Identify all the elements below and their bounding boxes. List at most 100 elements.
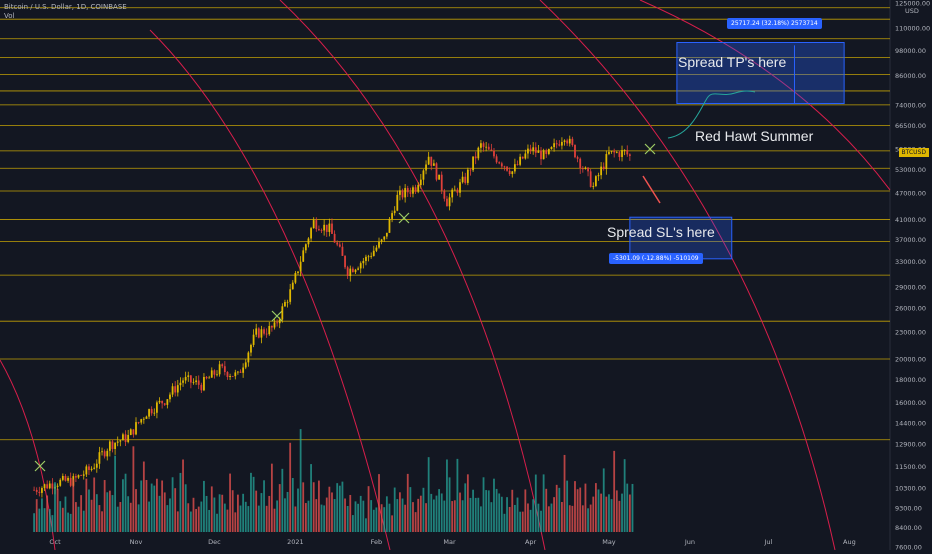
candle-body bbox=[485, 146, 488, 148]
candle-body bbox=[304, 244, 307, 251]
y-tick-label: 10300.00 bbox=[895, 484, 926, 492]
candle-body bbox=[111, 441, 114, 449]
volume-bar bbox=[64, 496, 67, 532]
volume-bar bbox=[218, 494, 221, 532]
volume-bar bbox=[242, 493, 245, 532]
candle-body bbox=[338, 244, 341, 247]
volume-bar bbox=[417, 498, 420, 532]
volume-bar bbox=[156, 478, 158, 532]
candle-body bbox=[140, 419, 143, 423]
x-tick-label: Oct bbox=[49, 538, 61, 546]
candle-body bbox=[210, 370, 213, 378]
volume-bar bbox=[106, 492, 109, 532]
candle-body bbox=[561, 141, 563, 146]
candle-body bbox=[610, 150, 613, 152]
volume-bar bbox=[561, 501, 563, 532]
candle-body bbox=[412, 187, 414, 194]
volume-bar bbox=[540, 510, 542, 532]
candle-body bbox=[255, 328, 258, 335]
volume-bar bbox=[203, 480, 205, 532]
candle-body bbox=[409, 192, 412, 194]
candle-body bbox=[558, 144, 561, 146]
volume-bar bbox=[237, 494, 239, 532]
candle-body bbox=[216, 374, 218, 376]
y-tick-label: 125000.00 bbox=[895, 0, 930, 8]
volume-bar bbox=[67, 512, 69, 532]
y-tick-label: 9300.00 bbox=[895, 504, 922, 512]
volume-bar bbox=[490, 502, 493, 532]
candle-body bbox=[276, 322, 279, 324]
candle-body bbox=[354, 269, 357, 273]
candle-body bbox=[250, 344, 252, 353]
candle-body bbox=[145, 416, 148, 419]
volume-bar bbox=[438, 489, 441, 532]
volume-bar bbox=[205, 495, 208, 532]
candle-body bbox=[200, 384, 203, 391]
candle-body bbox=[425, 164, 427, 171]
candle-body bbox=[252, 334, 255, 345]
candle-body bbox=[48, 483, 51, 489]
volume-bar bbox=[299, 429, 302, 532]
volume-bar bbox=[456, 458, 459, 532]
candle-body bbox=[82, 474, 85, 476]
volume-bar bbox=[247, 506, 250, 532]
sl-note: Spread SL's here bbox=[607, 224, 715, 240]
volume-bar bbox=[519, 511, 522, 532]
candle-body bbox=[453, 189, 456, 191]
candle-body bbox=[393, 210, 396, 214]
candle-body bbox=[349, 268, 352, 277]
x-tick-label: Jul bbox=[763, 538, 772, 546]
volume-bar bbox=[41, 498, 43, 532]
candle-body bbox=[422, 170, 425, 180]
candle-body bbox=[594, 176, 597, 187]
volume-bar bbox=[294, 506, 297, 532]
y-tick-label: 47000.00 bbox=[895, 190, 926, 198]
cross-marker bbox=[398, 212, 410, 224]
volume-bar bbox=[602, 468, 605, 532]
candle-body bbox=[119, 440, 122, 442]
volume-bar bbox=[244, 501, 247, 532]
candle-body bbox=[351, 268, 354, 273]
candle-body bbox=[229, 376, 231, 377]
volume-bar bbox=[631, 483, 634, 532]
volume-bar bbox=[276, 500, 279, 532]
volume-bar bbox=[82, 510, 85, 532]
volume-bar bbox=[474, 497, 477, 532]
volume-bar bbox=[367, 486, 370, 532]
volume-bar bbox=[252, 476, 255, 532]
volume-bar bbox=[393, 487, 396, 532]
volume-bar bbox=[127, 496, 130, 532]
candle-body bbox=[605, 154, 608, 170]
volume-bar bbox=[150, 483, 153, 532]
y-tick-label: 74000.00 bbox=[895, 101, 926, 109]
candle-body bbox=[93, 467, 96, 469]
candle-body bbox=[365, 256, 367, 261]
volume-bar bbox=[446, 459, 448, 532]
volume-bar bbox=[56, 488, 59, 532]
volume-bar bbox=[90, 499, 93, 532]
candle-body bbox=[237, 371, 239, 373]
candle-body bbox=[432, 163, 435, 166]
candle-body bbox=[289, 289, 292, 302]
candle-body bbox=[438, 174, 441, 180]
volume-bar bbox=[59, 501, 62, 532]
volume-bar bbox=[315, 499, 318, 532]
candle-body bbox=[257, 328, 260, 338]
candle-body bbox=[265, 333, 268, 335]
volume-bar bbox=[464, 483, 467, 532]
candle-body bbox=[615, 152, 618, 154]
candle-body bbox=[534, 147, 537, 153]
volume-bar bbox=[169, 498, 171, 532]
volume-bar bbox=[461, 500, 464, 532]
candle-body bbox=[234, 372, 237, 377]
candle-body bbox=[404, 188, 407, 198]
candle-body bbox=[566, 140, 569, 144]
candle-body bbox=[574, 144, 576, 158]
volume-bar bbox=[284, 498, 286, 532]
candle-body bbox=[77, 475, 80, 478]
candle-body bbox=[480, 143, 482, 148]
candle-body bbox=[451, 189, 454, 198]
volume-bar bbox=[88, 489, 90, 532]
